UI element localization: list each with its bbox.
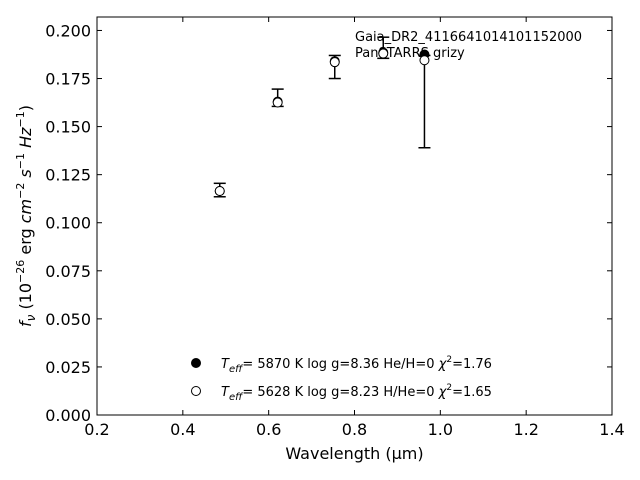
- x-tick-label: 0.8: [342, 420, 367, 439]
- annotation-1: Gaia_DR2_4116641014101152000: [355, 30, 582, 45]
- legend-marker-open: [191, 386, 201, 396]
- y-title-part: erg: [16, 223, 35, 259]
- y-title-part: (10: [16, 283, 35, 315]
- y-axis-title: fν (10−26 erg cm−2 s−1 Hz−1): [14, 105, 38, 327]
- legend-chi-label: χ: [438, 357, 448, 372]
- y-title-part: −1: [14, 111, 27, 127]
- y-tick-label: 0.025: [45, 358, 91, 377]
- y-title-part: −26: [14, 260, 27, 283]
- annotation-2: PanSTARRS grizy: [355, 46, 465, 61]
- legend-entry-2: Teff= 5628 K log g=8.23 H/He=0 χ2=1.65: [221, 383, 492, 403]
- y-tick-label: 0.000: [45, 406, 91, 425]
- x-tick-label: 1.2: [513, 420, 538, 439]
- open-circle-point: [378, 48, 389, 59]
- legend-marker-filled: [191, 358, 201, 368]
- x-tick-label: 0.2: [84, 420, 109, 439]
- legend-chi-superscript: 2: [446, 383, 452, 393]
- x-tick-label: 0.4: [170, 420, 195, 439]
- y-title-part: s: [16, 169, 35, 177]
- legend-chi-value: =1.65: [452, 385, 492, 400]
- y-tick-label: 0.200: [45, 21, 91, 40]
- x-tick-label: 0.6: [256, 420, 281, 439]
- legend-chi-value: =1.76: [452, 357, 492, 372]
- legend-chi-superscript: 2: [446, 355, 452, 365]
- open-circle-point: [419, 55, 430, 66]
- y-tick-label: 0.125: [45, 166, 91, 185]
- legend-t-label: T: [221, 385, 230, 400]
- y-tick-label: 0.075: [45, 262, 91, 281]
- legend-t-subscript: eff: [229, 364, 244, 375]
- legend-chi-label: χ: [438, 385, 448, 400]
- open-circle-point: [214, 186, 225, 197]
- plot-area: 0.2 0.4 0.6 0.8 1.0 1.2 1.4 0.000 0.025 0.050 0.07…: [14, 16, 625, 463]
- legend-entry-1: Teff= 5870 K log g=8.36 He/H=0 χ2=1.76: [221, 355, 492, 375]
- open-circle-point: [272, 97, 283, 108]
- x-axis-title: Wavelength (μm): [285, 444, 423, 463]
- y-title-part: f: [16, 319, 35, 327]
- y-tick-label: 0.150: [45, 118, 91, 137]
- y-title-part: Hz: [16, 127, 35, 148]
- y-tick-label: 0.100: [45, 214, 91, 233]
- open-circle-point: [329, 57, 340, 68]
- y-title-part: ): [16, 105, 35, 111]
- legend-params: = 5870 K log g=8.36 He/H=0: [242, 357, 438, 372]
- x-tick-label: 1.4: [599, 420, 624, 439]
- legend-params: = 5628 K log g=8.23 H/He=0: [242, 385, 438, 400]
- x-tick-label: 1.0: [428, 420, 453, 439]
- y-tick-label: 0.050: [45, 310, 91, 329]
- legend-t-subscript: eff: [229, 392, 244, 403]
- legend-t-label: T: [221, 357, 230, 372]
- y-tick-label: 0.175: [45, 70, 91, 89]
- y-title-part: −2: [14, 183, 27, 199]
- y-title-part: cm: [16, 199, 35, 223]
- y-title-part: ν: [24, 314, 38, 321]
- y-title-part: −1: [14, 153, 27, 169]
